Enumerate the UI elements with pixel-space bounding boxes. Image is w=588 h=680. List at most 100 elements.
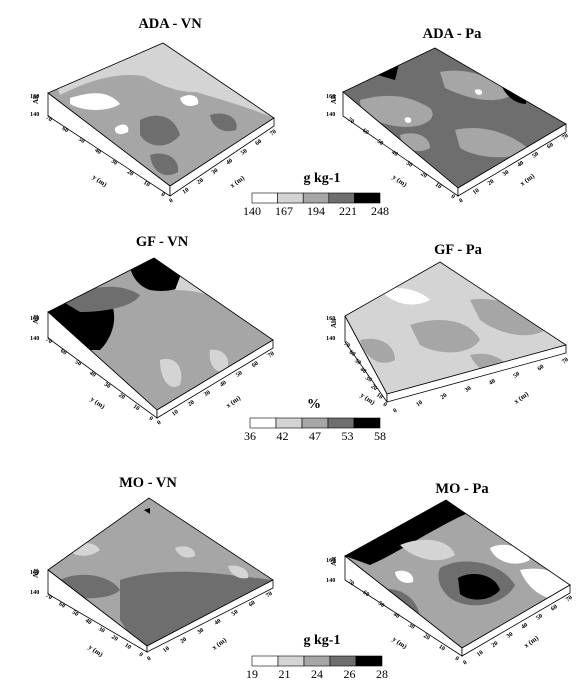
x-tick-label: 0	[392, 407, 399, 415]
y-axis-ticks: 70 60 50 40 30 20 10 0	[44, 114, 166, 198]
scale-swatch	[251, 655, 279, 667]
x-tick-label: 70	[269, 128, 278, 137]
y-axis-ticks: 70 60 50 40 30 20 10 0	[346, 116, 456, 200]
y-tick-label: 20	[369, 383, 378, 392]
panel-ada-vn: ADA - VN Alt 160 140 70 60 50 40 30 20 10 0 0 10…	[30, 16, 278, 205]
front-wall	[146, 579, 274, 653]
alt-tick: 140	[30, 111, 39, 118]
y-tick-label: 20	[126, 168, 135, 177]
x-tick-label: 10	[162, 645, 171, 654]
x-tick-label: 70	[561, 356, 570, 365]
x-tick-label: 50	[230, 608, 239, 617]
alt-tick: 140	[30, 589, 39, 596]
x-axis-label: x (m)	[211, 636, 229, 652]
y-axis-ticks: 70 60 50 40 30 20 10 0	[346, 578, 460, 662]
y-tick-label: 10	[375, 392, 384, 401]
alt-tick: 140	[326, 111, 335, 118]
color-scale-mo: g kg-1 19 21 24 26 28	[246, 633, 388, 680]
y-tick-label: 20	[110, 634, 119, 643]
x-axis-ticks: 0 10 20 30 40 50 60 70	[168, 128, 278, 204]
x-axis-label: x (m)	[229, 174, 247, 190]
x-axis-ticks: 0 10 20 30 40 50 60 70	[392, 356, 570, 414]
y-tick-label: 60	[361, 127, 370, 136]
x-tick-label: 60	[251, 360, 260, 369]
scale-tick-label: 58	[374, 429, 386, 443]
x-tick-label: 10	[475, 649, 484, 658]
x-tick-label: 70	[267, 350, 276, 359]
alt-axis-label: Alt	[330, 318, 338, 328]
x-tick-label: 40	[225, 157, 234, 166]
y-tick-label: 10	[434, 181, 443, 190]
panel-title: ADA - VN	[138, 16, 202, 32]
x-tick-label: 40	[520, 622, 529, 631]
y-tick-label: 70	[342, 340, 351, 349]
x-tick-label: 60	[254, 138, 263, 147]
y-tick-label: 10	[142, 179, 151, 188]
color-scale-gf: % 36 42 47 53 58	[244, 397, 386, 443]
y-axis-ticks: 70 60 50 40 30 20 10 0	[44, 336, 154, 422]
scale-tick-label: 47	[309, 429, 321, 443]
y-tick-label: 60	[57, 600, 66, 609]
x-tick-label: 60	[550, 603, 559, 612]
panel-title: GF - Pa	[434, 242, 483, 258]
x-tick-label: 70	[561, 132, 570, 141]
y-axis-label: y (m)	[359, 391, 377, 407]
x-tick-label: 10	[471, 187, 480, 196]
scale-swatch	[327, 417, 355, 429]
alt-tick: 140	[30, 335, 39, 342]
alt-tick: 160	[326, 557, 335, 564]
panel-title: MO - Pa	[435, 481, 489, 497]
y-tick-label: 10	[123, 642, 132, 651]
scale-swatch	[277, 192, 304, 204]
y-axis-ticks: 70 60 50 40 30 20 10 0	[44, 592, 144, 658]
surface-map	[48, 258, 273, 410]
x-tick-label: 0	[168, 197, 175, 205]
x-axis-ticks: 0 10 20 30 40 50 60 70	[462, 594, 574, 666]
x-tick-label: 40	[488, 378, 497, 387]
x-tick-label: 10	[415, 399, 424, 408]
x-tick-label: 70	[565, 594, 574, 603]
scale-tick-label: 167	[275, 204, 293, 218]
x-tick-label: 20	[439, 392, 448, 401]
x-tick-label: 20	[486, 178, 495, 187]
y-tick-label: 0	[382, 401, 389, 409]
y-tick-label: 60	[348, 349, 357, 358]
x-tick-label: 60	[247, 599, 256, 608]
y-tick-label: 0	[160, 191, 167, 199]
y-tick-label: 20	[419, 170, 428, 179]
scale-tick-label: 42	[277, 429, 289, 443]
x-tick-label: 30	[463, 385, 472, 394]
y-tick-label: 50	[71, 609, 80, 618]
front-wall	[169, 117, 275, 197]
y-tick-label: 70	[44, 592, 53, 601]
y-tick-label: 40	[390, 149, 399, 158]
scale-swatch	[251, 192, 278, 204]
panel-ada-pa: ADA - Pa Alt 160 140 70 60 50 40 30 20 10 0 0 10…	[326, 26, 570, 205]
x-tick-label: 70	[265, 590, 274, 599]
x-tick-label: 0	[462, 659, 469, 667]
x-tick-label: 20	[187, 399, 196, 408]
x-tick-label: 20	[179, 636, 188, 645]
y-axis-label: y (m)	[91, 173, 109, 189]
y-tick-label: 50	[377, 600, 386, 609]
x-tick-label: 50	[239, 148, 248, 157]
scale-tick-label: 19	[246, 667, 258, 680]
y-tick-label: 50	[353, 357, 362, 366]
y-tick-label: 60	[61, 125, 70, 134]
x-tick-label: 20	[490, 640, 499, 649]
scale-swatch	[302, 192, 330, 204]
y-tick-label: 70	[44, 114, 53, 123]
alt-tick: 160	[326, 93, 335, 100]
panel-title: ADA - Pa	[423, 26, 483, 42]
scale-tick-label: 140	[243, 204, 261, 218]
x-tick-label: 10	[171, 408, 180, 417]
y-tick-label: 40	[84, 617, 93, 626]
scale-swatch	[355, 655, 383, 667]
scale-tick-label: 26	[344, 667, 356, 680]
x-axis-label: x (m)	[225, 394, 243, 410]
x-axis-label: x (m)	[513, 390, 531, 406]
alt-tick: 140	[326, 335, 335, 342]
scale-tick-label: 248	[371, 204, 389, 218]
alt-tick: 160	[30, 569, 39, 576]
